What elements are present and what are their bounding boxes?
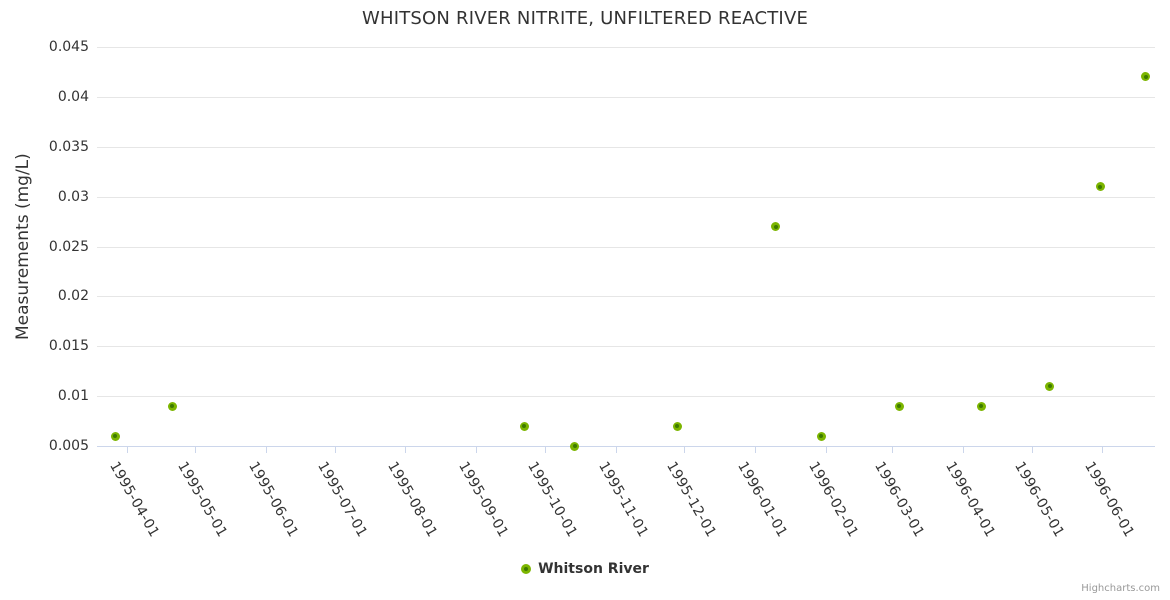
x-axis-tick-mark: [334, 446, 336, 453]
data-point[interactable]: [110, 431, 120, 441]
y-axis-title: Measurements (mg/L): [13, 153, 33, 340]
y-axis-tick-label: 0.045: [48, 39, 89, 55]
grid-line: [97, 346, 1155, 348]
x-axis-tick-mark: [963, 446, 965, 453]
grid-line: [97, 246, 1155, 248]
x-axis-tick-label: 1995-10-01: [524, 459, 581, 541]
y-axis-tick-label: 0.01: [57, 388, 89, 405]
x-axis-tick-label: 1996-06-01: [1081, 459, 1138, 541]
y-axis-tick-label: 0.015: [48, 338, 89, 355]
legend-item-label: Whitson River: [538, 561, 649, 577]
grid-line: [97, 296, 1155, 298]
data-point[interactable]: [570, 441, 580, 451]
data-point[interactable]: [816, 431, 826, 441]
x-axis-tick-mark: [405, 446, 407, 453]
y-axis-tick-label: 0.04: [57, 88, 89, 105]
x-axis-tick-label: 1996-05-01: [1010, 459, 1067, 541]
x-axis-tick-mark: [1102, 446, 1104, 453]
x-axis-tick-mark: [825, 446, 827, 453]
x-axis-tick-label: 1996-01-01: [734, 459, 791, 541]
x-axis-tick-mark: [684, 446, 686, 453]
x-axis-tick-label: 1995-04-01: [105, 459, 162, 541]
credits-link[interactable]: Highcharts.com: [1081, 583, 1160, 594]
x-axis-tick-mark: [476, 446, 478, 453]
x-axis-tick-label: 1996-03-01: [871, 459, 928, 541]
legend-item-whitson-river[interactable]: Whitson River: [521, 560, 649, 578]
y-axis-tick-label: 0.02: [57, 288, 89, 305]
x-axis-tick-mark: [615, 446, 617, 453]
x-axis-tick-label: 1995-05-01: [174, 459, 231, 541]
x-axis-tick-label: 1995-08-01: [384, 459, 441, 541]
x-axis-tick-label: 1996-02-01: [805, 459, 862, 541]
y-axis-tick-label: 0.025: [48, 238, 89, 255]
y-axis-tick-label: 0.005: [48, 438, 89, 454]
x-axis-tick-label: 1995-06-01: [245, 459, 302, 541]
grid-line: [97, 396, 1155, 398]
grid-line: [97, 146, 1155, 148]
data-point[interactable]: [519, 421, 529, 431]
data-point[interactable]: [894, 401, 904, 411]
data-point[interactable]: [167, 401, 177, 411]
x-axis-tick-mark: [1031, 446, 1033, 453]
x-axis-tick-label: 1995-07-01: [313, 459, 370, 541]
data-point[interactable]: [1045, 381, 1055, 391]
data-point[interactable]: [672, 421, 682, 431]
x-axis-tick-label: 1996-04-01: [942, 459, 999, 541]
y-axis-tick-label: 0.035: [48, 138, 89, 155]
data-point[interactable]: [771, 222, 781, 232]
y-axis-tick-label: 0.03: [57, 188, 89, 205]
plot-area: [97, 47, 1155, 453]
legend: Whitson River: [0, 560, 1170, 578]
grid-line: [97, 196, 1155, 198]
x-axis-tick-mark: [195, 446, 197, 453]
x-axis-tick-label: 1995-11-01: [594, 459, 651, 541]
x-axis-tick-mark: [755, 446, 757, 453]
series-marker-icon: [521, 564, 532, 575]
chart-title: WHITSON RIVER NITRITE, UNFILTERED REACTI…: [361, 8, 809, 29]
x-axis-tick-mark: [126, 446, 128, 453]
grid-line: [97, 47, 1155, 48]
x-axis-tick-mark: [544, 446, 546, 453]
data-point[interactable]: [1141, 72, 1151, 82]
data-point[interactable]: [976, 401, 986, 411]
x-axis-tick-mark: [266, 446, 268, 453]
data-point[interactable]: [1095, 182, 1105, 192]
x-axis-tick-label: 1995-09-01: [455, 459, 512, 541]
grid-line: [97, 96, 1155, 98]
x-axis-tick-mark: [892, 446, 894, 453]
x-axis-tick-label: 1995-12-01: [663, 459, 720, 541]
x-axis-line: [97, 446, 1155, 447]
